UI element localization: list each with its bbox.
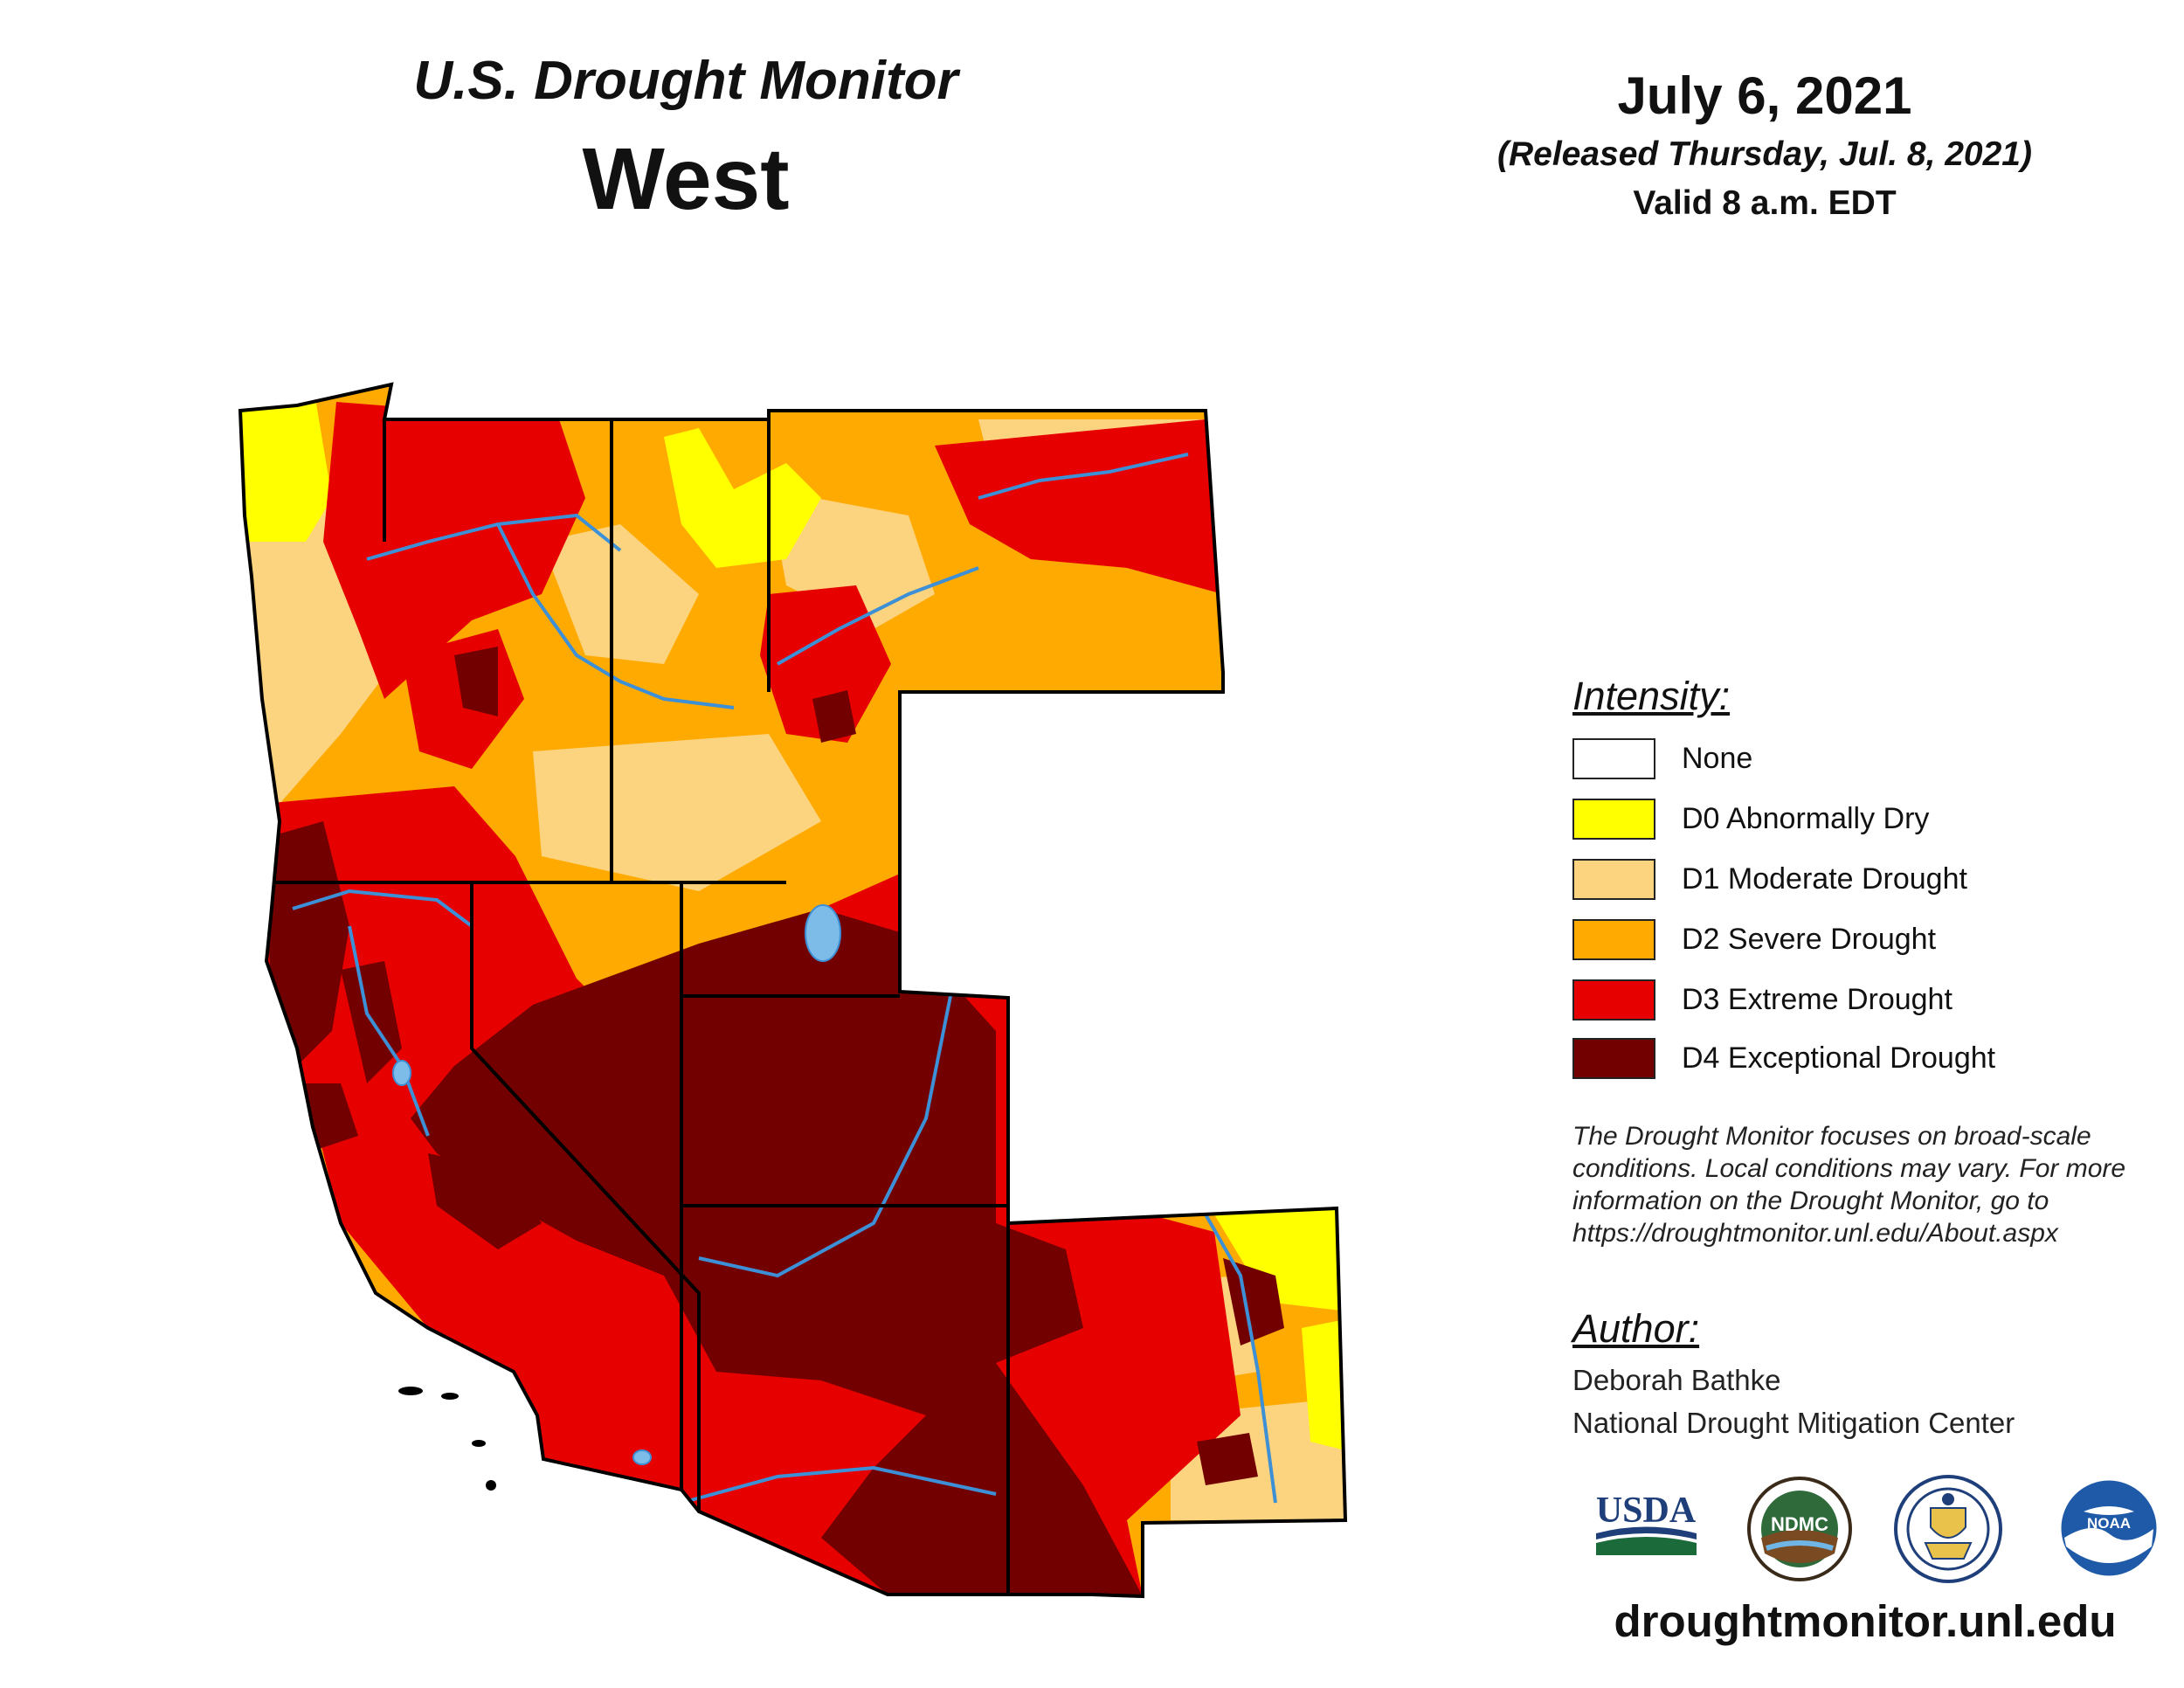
ndmc-logo-icon: NDMC xyxy=(1747,1477,1852,1581)
channel-islands xyxy=(398,1387,496,1491)
legend-item-d1: D1 Moderate Drought xyxy=(1572,857,1967,901)
usda-logo-icon: USDA xyxy=(1596,1491,1697,1555)
map-date: July 6, 2021 xyxy=(1617,66,1912,125)
legend-label: None xyxy=(1682,742,1753,775)
legend-title: Intensity: xyxy=(1572,674,1731,718)
lakes xyxy=(392,904,841,1465)
legend-label: D3 Extreme Drought xyxy=(1682,983,1952,1016)
legend-item-d4: D4 Exceptional Drought xyxy=(1572,1036,1995,1080)
seal-icon xyxy=(1894,1475,2002,1583)
legend-swatch xyxy=(1572,979,1655,1020)
legend-swatch xyxy=(1572,737,1655,779)
product-title: U.S. Drought Monitor xyxy=(413,51,958,111)
legend-item-none: None xyxy=(1572,737,1752,780)
noaa-logo-text: NOAA xyxy=(2087,1515,2131,1532)
legend-item-d2: D2 Severe Drought xyxy=(1572,917,1936,961)
legend-label: D2 Severe Drought xyxy=(1682,923,1937,956)
author-organization: National Drought Mitigation Center xyxy=(1572,1407,2015,1439)
disclaimer-text: The Drought Monitor focuses on broad-sca… xyxy=(1572,1122,2126,1248)
d4-exceptional-areas xyxy=(262,647,1284,1596)
legend-label: D0 Abnormally Dry xyxy=(1682,802,1930,835)
legend-item-d0: D0 Abnormally Dry xyxy=(1572,797,1929,841)
usda-logo-text: USDA xyxy=(1596,1491,1697,1531)
ndmc-logo-text: NDMC xyxy=(1771,1513,1828,1535)
legend-swatch xyxy=(1572,858,1655,900)
release-note: (Released Thursday, Jul. 8, 2021) xyxy=(1497,135,2032,173)
legend-swatch xyxy=(1572,1037,1655,1079)
author-title: Author: xyxy=(1572,1306,1700,1351)
drought-map xyxy=(238,382,1348,1599)
valid-time: Valid 8 a.m. EDT xyxy=(1633,184,1897,222)
region-border xyxy=(238,382,1348,1599)
legend-item-d3: D3 Extreme Drought xyxy=(1572,978,1952,1021)
region-title: West xyxy=(582,130,790,228)
legend-swatch xyxy=(1572,918,1655,960)
noaa-logo-icon: NOAA xyxy=(2058,1477,2160,1579)
legend-label: D1 Moderate Drought xyxy=(1682,862,1967,896)
author-name: Deborah Bathke xyxy=(1572,1364,1781,1396)
legend-swatch xyxy=(1572,798,1655,840)
website-link[interactable]: droughtmonitor.unl.edu xyxy=(1614,1596,2117,1646)
legend-label: D4 Exceptional Drought xyxy=(1682,1041,1996,1075)
rivers xyxy=(292,453,1277,1505)
